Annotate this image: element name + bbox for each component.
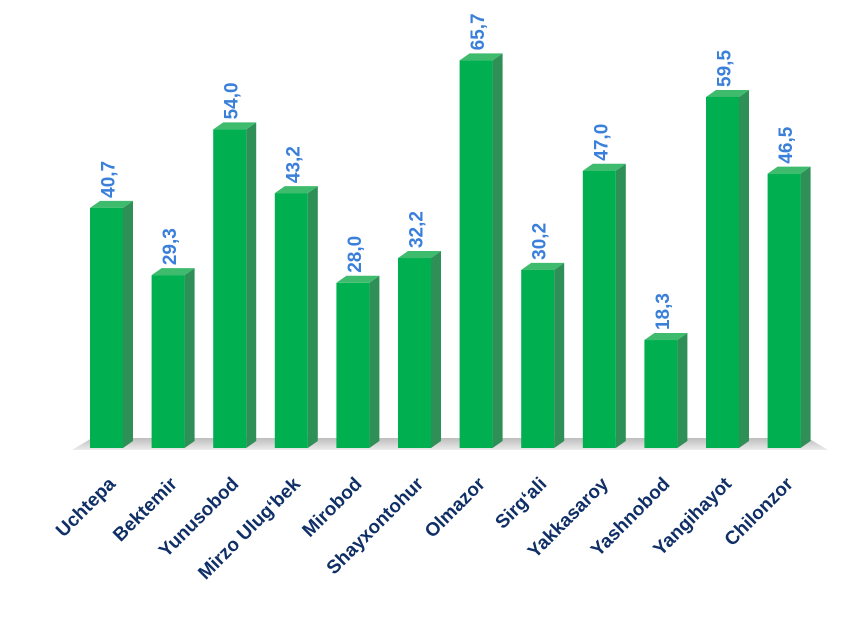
- value-label: 47,0: [591, 124, 612, 161]
- value-label: 40,7: [99, 161, 120, 198]
- bar: [90, 200, 133, 448]
- bar-side: [800, 166, 811, 448]
- bar-side: [492, 53, 503, 449]
- bar-top: [151, 268, 195, 276]
- bar-front: [706, 96, 739, 448]
- bar: [706, 89, 749, 448]
- bar-top: [644, 333, 688, 341]
- bar: [398, 251, 441, 448]
- category-label: Chilonzor: [721, 473, 798, 550]
- bar-front: [582, 170, 616, 448]
- value-label: 65,7: [468, 13, 489, 50]
- value-label: 18,3: [653, 293, 674, 330]
- bar-side: [369, 275, 380, 448]
- bar-side: [615, 163, 626, 448]
- value-labels: 40,7 29,3 54,0 43,2 28,0 32,2 65,7 30,2 47,0 18,3…: [99, 13, 798, 330]
- chart-floor: [72, 438, 828, 450]
- bar-side: [739, 89, 749, 448]
- bar: [151, 268, 195, 448]
- bar: [582, 163, 626, 448]
- value-label: 30,2: [530, 223, 551, 260]
- bar-front: [767, 173, 801, 448]
- bar-side: [184, 268, 195, 448]
- bar-front: [459, 60, 493, 449]
- bar-top: [213, 122, 257, 130]
- floor-plane: [72, 438, 828, 450]
- bar-top: [521, 262, 565, 270]
- bar-front: [398, 258, 431, 448]
- bar-front: [90, 207, 123, 448]
- bar-front: [151, 275, 185, 448]
- bar-front: [274, 193, 308, 448]
- bar: [521, 262, 565, 448]
- bar-side: [554, 262, 565, 448]
- category-label: Sirg‘ali: [492, 474, 552, 534]
- bar-top: [459, 53, 503, 61]
- value-label: 46,5: [776, 126, 797, 163]
- category-label: Olmazor: [421, 473, 490, 542]
- bar: [459, 53, 503, 449]
- bar-series: [90, 53, 811, 449]
- bar: [767, 166, 811, 448]
- value-label: 59,5: [715, 50, 736, 87]
- value-label: 29,3: [160, 228, 181, 265]
- value-label: 54,0: [222, 82, 243, 119]
- bar-top: [274, 186, 318, 194]
- bar: [336, 275, 380, 448]
- value-label: 43,2: [283, 146, 304, 183]
- bar: [213, 122, 257, 449]
- bar-top: [90, 200, 133, 208]
- bar-front: [336, 282, 370, 448]
- bar-side: [431, 251, 441, 448]
- bar-front: [521, 269, 555, 448]
- bar-top: [706, 89, 749, 97]
- bar-top: [767, 166, 811, 174]
- bar-side: [307, 186, 318, 448]
- bar-front: [213, 129, 247, 448]
- bar-side: [677, 333, 688, 448]
- bar-top: [582, 163, 626, 171]
- bar-side: [123, 200, 133, 448]
- bar-top: [336, 275, 380, 283]
- bar-side: [246, 122, 257, 449]
- value-label: 28,0: [345, 236, 366, 273]
- bar: [274, 186, 318, 448]
- value-label: 32,2: [407, 211, 428, 248]
- bar-top: [398, 251, 441, 259]
- bar: [644, 333, 688, 448]
- bar-front: [644, 340, 678, 448]
